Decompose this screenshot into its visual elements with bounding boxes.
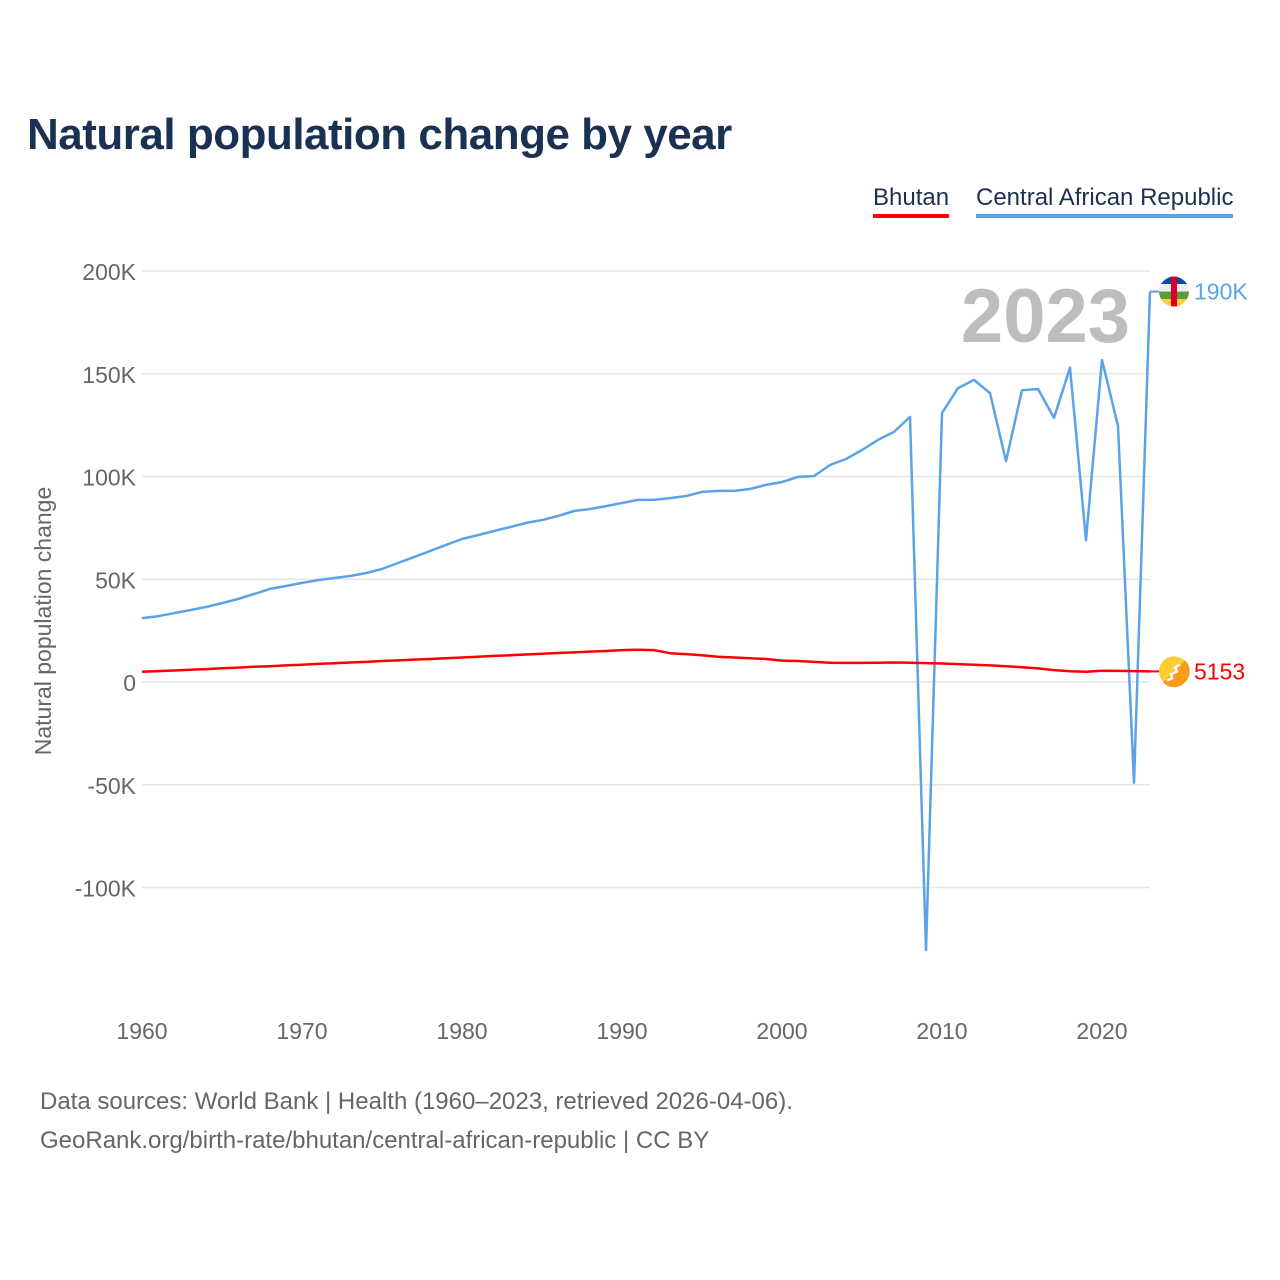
x-tick-label: 2000 — [756, 1018, 807, 1044]
legend-item-central-african-republic[interactable]: Central African Republic — [976, 184, 1234, 218]
series-line-bhutan — [141, 648, 1151, 673]
x-tick-label: 1970 — [276, 1018, 327, 1044]
y-tick-label: 200K — [82, 259, 136, 285]
y-tick-label: 50K — [95, 567, 137, 593]
x-tick-label: 1960 — [116, 1018, 167, 1044]
end-value-label: 5153 — [1194, 658, 1245, 684]
series-line-central-african-republic — [141, 291, 1152, 952]
end-value-label: 190K — [1194, 279, 1248, 305]
x-tick-label: 1980 — [436, 1018, 487, 1044]
source-text: Data sources: World Bank | Health (1960–… — [40, 1088, 793, 1115]
y-axis-label: Natural population change — [30, 487, 56, 756]
y-tick-label: -50K — [87, 773, 136, 799]
y-tick-label: 100K — [82, 465, 136, 491]
central-african-republic-flag-icon — [1159, 276, 1189, 307]
legend-item-bhutan[interactable]: Bhutan — [873, 184, 950, 218]
chart-title: Natural population change by year — [27, 110, 732, 159]
x-tick-label: 2010 — [916, 1018, 967, 1044]
y-tick-label: 150K — [82, 362, 136, 388]
y-tick-label: 0 — [123, 670, 136, 696]
line-chart: 200K 150K 100K 50K 0 -50K -100K 1960 1970 1980 19… — [30, 259, 1248, 1044]
x-tick-label: 1990 — [596, 1018, 647, 1044]
y-tick-label: -100K — [75, 876, 137, 902]
x-tick-label: 2020 — [1076, 1018, 1127, 1044]
source-url: GeoRank.org/birth-rate/bhutan/central-af… — [40, 1127, 710, 1154]
year-annotation: 2023 — [961, 274, 1130, 359]
bhutan-flag-icon — [1159, 656, 1190, 688]
